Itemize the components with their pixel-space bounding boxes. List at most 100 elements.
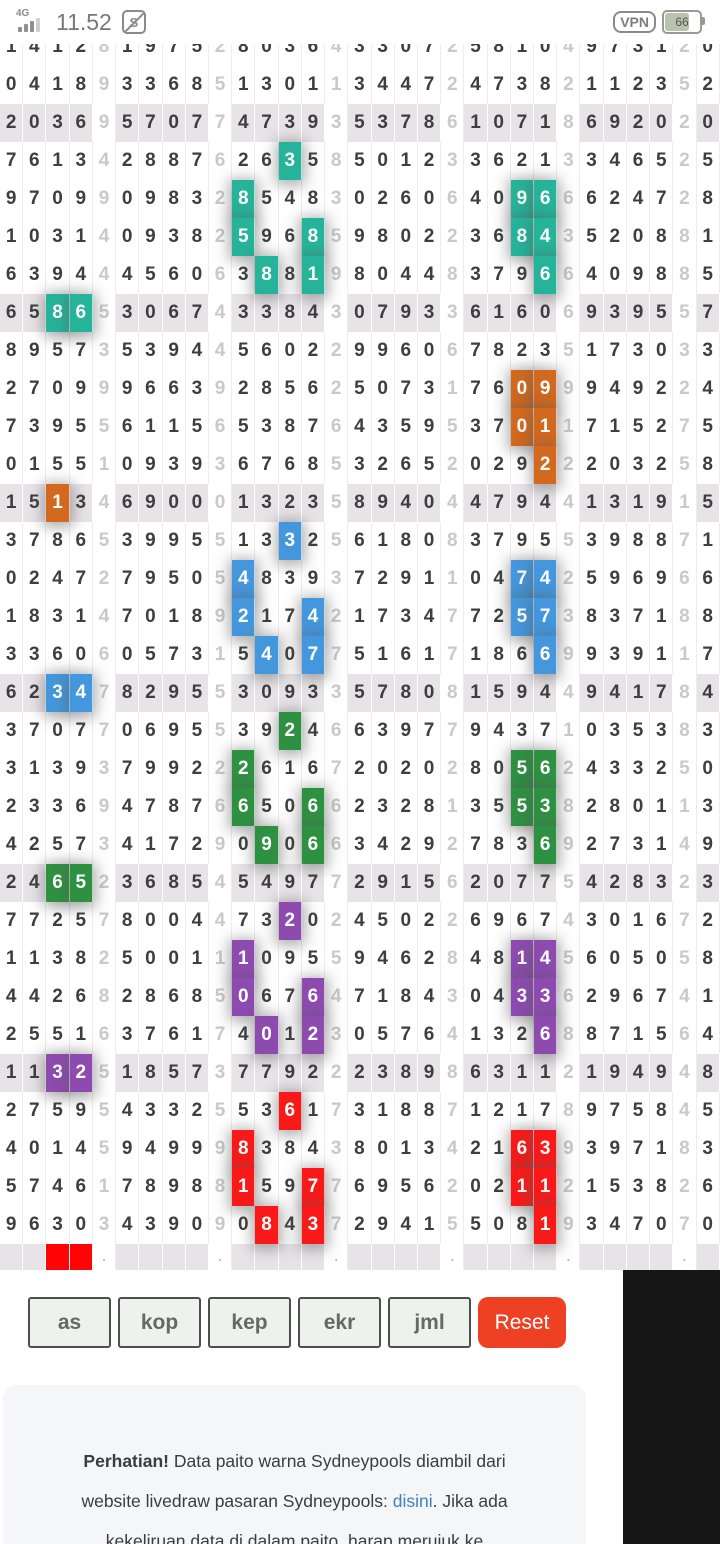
digit-cell: 5 bbox=[232, 218, 256, 256]
digit-cell: 1 bbox=[185, 1016, 209, 1054]
digit-cell: 7 bbox=[394, 104, 418, 142]
digit-cell: 1 bbox=[510, 1054, 535, 1092]
sum-cell: 3 bbox=[441, 294, 465, 332]
sum-cell: 9 bbox=[92, 788, 117, 826]
digit-cell: 3 bbox=[534, 788, 558, 826]
digit-cell: 3 bbox=[464, 788, 488, 826]
kop-button[interactable]: kop bbox=[118, 1297, 201, 1348]
digit-cell: 9 bbox=[255, 712, 279, 750]
sum-cell: . bbox=[673, 1244, 697, 1270]
reset-button[interactable]: Reset bbox=[478, 1297, 566, 1348]
digit-cell: 0 bbox=[185, 484, 209, 522]
digit-cell: 6 bbox=[580, 940, 604, 978]
digit-cell: 0 bbox=[46, 180, 70, 218]
sum-cell: 5 bbox=[92, 1092, 117, 1130]
digit-cell: 3 bbox=[23, 256, 47, 294]
digit-cell: 9 bbox=[69, 750, 93, 788]
digit-cell: 9 bbox=[162, 1168, 186, 1206]
digit-cell: 6 bbox=[139, 864, 163, 902]
digit-cell: 7 bbox=[348, 560, 372, 598]
digit-cell: 5 bbox=[69, 408, 93, 446]
jml-button[interactable]: jml bbox=[388, 1297, 471, 1348]
digit-cell: 8 bbox=[417, 104, 442, 142]
digit-cell: 9 bbox=[371, 484, 395, 522]
digit-cell: 5 bbox=[255, 180, 279, 218]
sum-cell: 4 bbox=[673, 978, 697, 1016]
digit-cell: 4 bbox=[371, 66, 395, 104]
digit-cell: 7 bbox=[696, 636, 720, 674]
digit-cell: 2 bbox=[487, 598, 511, 636]
digit-cell bbox=[417, 1244, 442, 1270]
digit-cell bbox=[510, 1244, 535, 1270]
kep-button[interactable]: kep bbox=[208, 1297, 291, 1348]
ekr-button[interactable]: ekr bbox=[298, 1297, 381, 1348]
sum-cell: 8 bbox=[441, 674, 465, 712]
digit-cell: 4 bbox=[232, 560, 256, 598]
digit-cell: 7 bbox=[371, 598, 395, 636]
sum-cell: 8 bbox=[673, 1130, 697, 1168]
digit-cell bbox=[348, 1244, 372, 1270]
sum-cell: 4 bbox=[208, 902, 233, 940]
digit-cell: 3 bbox=[417, 370, 442, 408]
digit-cell: 5 bbox=[255, 1168, 279, 1206]
digit-cell: 2 bbox=[510, 332, 535, 370]
digit-cell: 8 bbox=[696, 446, 720, 484]
digit-cell: 5 bbox=[371, 902, 395, 940]
digit-cell: 8 bbox=[255, 1206, 279, 1244]
as-button[interactable]: as bbox=[28, 1297, 111, 1348]
digit-cell: 7 bbox=[650, 978, 674, 1016]
digit-cell: 6 bbox=[464, 294, 488, 332]
digit-cell: 3 bbox=[580, 142, 604, 180]
signal-strength-icon: 4G bbox=[16, 8, 42, 32]
digit-cell: 1 bbox=[371, 1092, 395, 1130]
ad-panel[interactable] bbox=[623, 1270, 720, 1544]
sum-cell: 3 bbox=[325, 1130, 349, 1168]
sum-cell: 4 bbox=[325, 44, 349, 66]
sum-cell: 1 bbox=[325, 66, 349, 104]
sum-cell: 6 bbox=[208, 256, 233, 294]
digit-cell: 3 bbox=[650, 864, 674, 902]
sum-cell: 6 bbox=[92, 636, 117, 674]
digit-cell: 5 bbox=[185, 44, 209, 66]
status-bar: 4G 11.52 S VPN 66 bbox=[0, 0, 720, 44]
digit-cell: 4 bbox=[0, 978, 24, 1016]
sum-cell: 6 bbox=[673, 1016, 697, 1054]
digit-cell: 0 bbox=[255, 1016, 279, 1054]
digit-cell: 0 bbox=[626, 218, 651, 256]
digit-cell: 7 bbox=[696, 294, 720, 332]
digit-cell: 5 bbox=[696, 408, 720, 446]
digit-cell: 9 bbox=[650, 1054, 674, 1092]
digit-cell: 4 bbox=[464, 484, 488, 522]
digit-cell: 3 bbox=[580, 1206, 604, 1244]
digit-cell: 5 bbox=[603, 1168, 627, 1206]
digit-cell: 8 bbox=[116, 674, 140, 712]
digit-cell: 8 bbox=[255, 560, 279, 598]
digit-cell: 9 bbox=[510, 484, 535, 522]
digit-cell: 3 bbox=[696, 788, 720, 826]
digit-cell: 0 bbox=[139, 598, 163, 636]
disini-link[interactable]: disini bbox=[392, 1491, 433, 1511]
digit-cell: 1 bbox=[417, 636, 442, 674]
digit-cell: 0 bbox=[116, 218, 140, 256]
digit-cell: 8 bbox=[487, 826, 511, 864]
digit-cell: 5 bbox=[162, 560, 186, 598]
digit-cell: 1 bbox=[510, 1092, 535, 1130]
digit-cell: 1 bbox=[464, 104, 488, 142]
digit-cell: 3 bbox=[510, 978, 535, 1016]
digit-cell: 8 bbox=[580, 598, 604, 636]
digit-cell: 5 bbox=[139, 636, 163, 674]
digit-cell bbox=[580, 1244, 604, 1270]
digit-cell: 0 bbox=[139, 940, 163, 978]
digit-cell: 9 bbox=[139, 446, 163, 484]
digit-cell: 9 bbox=[510, 446, 535, 484]
sum-cell: 9 bbox=[557, 1130, 581, 1168]
digit-cell: 0 bbox=[487, 104, 511, 142]
digit-cell: 3 bbox=[185, 180, 209, 218]
digit-cell: 6 bbox=[69, 104, 93, 142]
digit-cell: 8 bbox=[185, 1168, 209, 1206]
digit-cell: 5 bbox=[46, 1016, 70, 1054]
digit-cell: 1 bbox=[650, 826, 674, 864]
digit-cell: 2 bbox=[0, 1016, 24, 1054]
